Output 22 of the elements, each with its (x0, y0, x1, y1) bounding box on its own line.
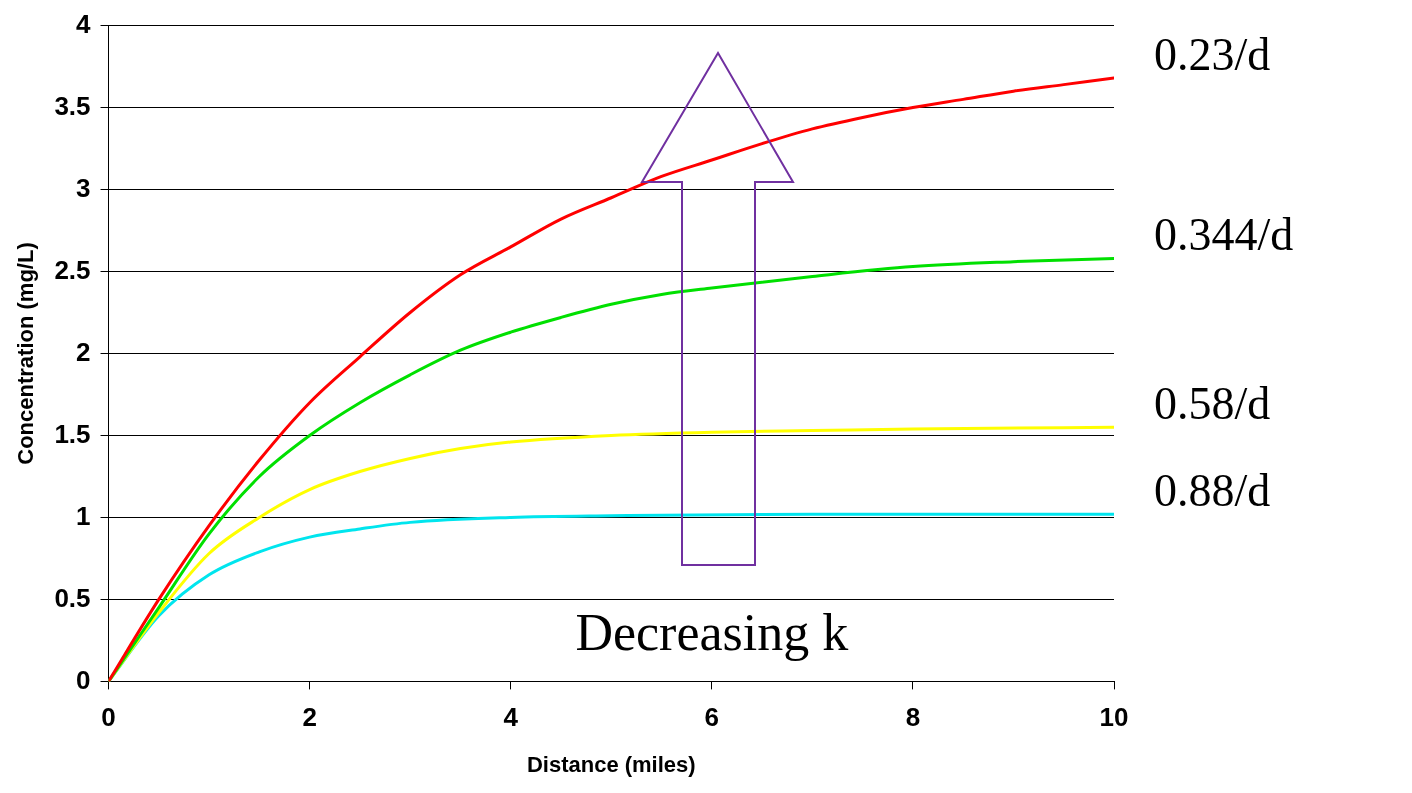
x-tick-label: 2 (302, 702, 317, 733)
y-tick-label: 1 (76, 500, 91, 531)
x-tick-label: 8 (905, 702, 921, 733)
y-tick-label: 3.5 (54, 90, 91, 121)
series-label: 0.23/d (1154, 29, 1271, 81)
y-axis-title: Concentration (mg/L) (13, 242, 39, 465)
x-tick-label: 6 (704, 702, 720, 733)
series-label: 0.58/d (1154, 378, 1271, 430)
x-axis-title: Distance (miles) (526, 751, 696, 777)
y-tick-label: 2 (76, 336, 91, 367)
y-tick-label: 3 (76, 172, 91, 203)
series-label: 0.344/d (1154, 209, 1294, 261)
y-tick-label: 2.5 (54, 254, 91, 285)
series-label: 0.88/d (1154, 465, 1271, 517)
y-tick-label: 4 (76, 8, 92, 39)
y-tick-label: 0.5 (54, 582, 91, 613)
y-tick-label: 1.5 (54, 418, 91, 449)
y-tick-label: 0 (76, 664, 91, 695)
x-tick-label: 4 (503, 702, 519, 733)
x-tick-label: 10 (1099, 702, 1129, 733)
annotation: Decreasing k (575, 604, 849, 662)
x-tick-label: 0 (101, 702, 116, 733)
